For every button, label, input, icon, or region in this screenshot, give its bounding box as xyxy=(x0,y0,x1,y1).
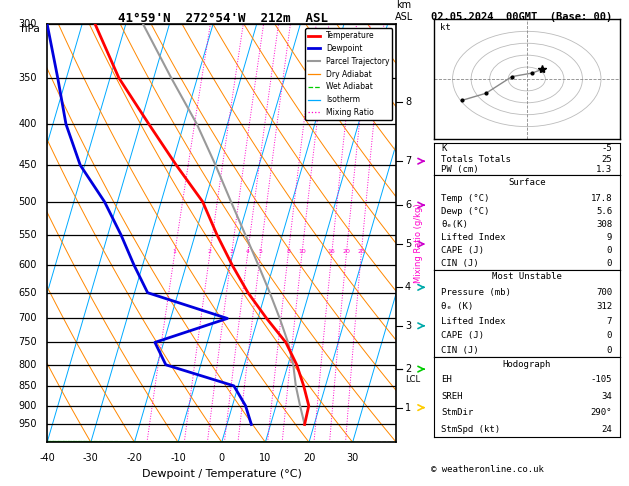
Text: -5: -5 xyxy=(601,144,612,153)
Text: CAPE (J): CAPE (J) xyxy=(442,246,484,255)
Text: CIN (J): CIN (J) xyxy=(442,259,479,268)
Text: 5: 5 xyxy=(405,239,411,249)
Text: 1: 1 xyxy=(172,249,177,254)
Text: 650: 650 xyxy=(18,288,36,298)
Text: StmDir: StmDir xyxy=(442,408,474,417)
Text: 0: 0 xyxy=(607,259,612,268)
Text: 9: 9 xyxy=(607,233,612,242)
Text: 750: 750 xyxy=(18,337,36,347)
Text: 17.8: 17.8 xyxy=(591,194,612,203)
Text: CIN (J): CIN (J) xyxy=(442,346,479,354)
Text: Mixing Ratio (g/kg): Mixing Ratio (g/kg) xyxy=(414,203,423,283)
Text: Temp (°C): Temp (°C) xyxy=(442,194,490,203)
Text: -40: -40 xyxy=(39,453,55,463)
Text: Surface: Surface xyxy=(508,178,545,187)
Text: Hodograph: Hodograph xyxy=(503,360,551,368)
Text: 700: 700 xyxy=(18,313,36,324)
Text: 312: 312 xyxy=(596,302,612,312)
Text: -20: -20 xyxy=(126,453,142,463)
Text: Totals Totals: Totals Totals xyxy=(442,155,511,164)
Text: 5.6: 5.6 xyxy=(596,207,612,216)
Text: 900: 900 xyxy=(18,400,36,411)
Legend: Temperature, Dewpoint, Parcel Trajectory, Dry Adiabat, Wet Adiabat, Isotherm, Mi: Temperature, Dewpoint, Parcel Trajectory… xyxy=(305,28,392,120)
Text: kt: kt xyxy=(440,23,450,32)
Text: 850: 850 xyxy=(18,381,36,391)
Text: 7: 7 xyxy=(607,317,612,326)
Text: 400: 400 xyxy=(18,119,36,129)
Text: 300: 300 xyxy=(18,19,36,29)
Text: Lifted Index: Lifted Index xyxy=(442,317,506,326)
Text: 0: 0 xyxy=(607,246,612,255)
Text: 308: 308 xyxy=(596,220,612,229)
Text: 8: 8 xyxy=(286,249,290,254)
Text: 1.3: 1.3 xyxy=(596,165,612,174)
Text: K: K xyxy=(442,144,447,153)
Text: 34: 34 xyxy=(601,392,612,401)
Text: 3: 3 xyxy=(405,321,411,331)
Text: 2: 2 xyxy=(405,364,411,374)
Text: Most Unstable: Most Unstable xyxy=(492,272,562,281)
Text: Lifted Index: Lifted Index xyxy=(442,233,506,242)
Text: Dewpoint / Temperature (°C): Dewpoint / Temperature (°C) xyxy=(142,469,302,479)
Text: -105: -105 xyxy=(591,375,612,384)
Text: 02.05.2024  00GMT  (Base: 00): 02.05.2024 00GMT (Base: 00) xyxy=(431,12,613,22)
Text: SREH: SREH xyxy=(442,392,463,401)
Text: PW (cm): PW (cm) xyxy=(442,165,479,174)
Text: 0: 0 xyxy=(219,453,225,463)
Text: 0: 0 xyxy=(607,331,612,340)
Text: 4: 4 xyxy=(245,249,250,254)
Text: 10: 10 xyxy=(298,249,306,254)
Text: LCL: LCL xyxy=(405,375,420,384)
Text: 8: 8 xyxy=(405,97,411,107)
Text: 1: 1 xyxy=(405,402,411,413)
Text: θₑ (K): θₑ (K) xyxy=(442,302,474,312)
Text: 4: 4 xyxy=(405,282,411,293)
Text: 41°59'N  272°54'W  212m  ASL: 41°59'N 272°54'W 212m ASL xyxy=(118,12,328,25)
Text: 550: 550 xyxy=(18,230,36,240)
Text: 450: 450 xyxy=(18,160,36,170)
Text: 16: 16 xyxy=(328,249,336,254)
Text: 25: 25 xyxy=(357,249,365,254)
Text: 20: 20 xyxy=(342,249,350,254)
Text: Dewp (°C): Dewp (°C) xyxy=(442,207,490,216)
Text: CAPE (J): CAPE (J) xyxy=(442,331,484,340)
Text: 3: 3 xyxy=(230,249,233,254)
Text: θₑ(K): θₑ(K) xyxy=(442,220,469,229)
Text: 20: 20 xyxy=(303,453,315,463)
Text: 950: 950 xyxy=(18,419,36,430)
Text: 30: 30 xyxy=(347,453,359,463)
Text: -10: -10 xyxy=(170,453,186,463)
Text: 800: 800 xyxy=(18,360,36,370)
Text: © weatheronline.co.uk: © weatheronline.co.uk xyxy=(431,465,543,474)
Text: 600: 600 xyxy=(18,260,36,270)
Text: 24: 24 xyxy=(601,425,612,434)
Text: 7: 7 xyxy=(405,156,411,166)
Text: 2: 2 xyxy=(208,249,212,254)
Text: 5: 5 xyxy=(259,249,262,254)
Text: 25: 25 xyxy=(601,155,612,164)
Text: 290°: 290° xyxy=(591,408,612,417)
Text: hPa: hPa xyxy=(21,24,40,35)
Text: 700: 700 xyxy=(596,288,612,297)
Text: Pressure (mb): Pressure (mb) xyxy=(442,288,511,297)
Text: 0: 0 xyxy=(607,346,612,354)
Text: 500: 500 xyxy=(18,197,36,207)
Text: EH: EH xyxy=(442,375,452,384)
Text: -30: -30 xyxy=(83,453,99,463)
Text: km: km xyxy=(396,0,412,10)
Text: StmSpd (kt): StmSpd (kt) xyxy=(442,425,501,434)
Text: 10: 10 xyxy=(259,453,272,463)
Text: 350: 350 xyxy=(18,73,36,83)
Text: 6: 6 xyxy=(405,200,411,210)
Text: ASL: ASL xyxy=(395,12,413,22)
